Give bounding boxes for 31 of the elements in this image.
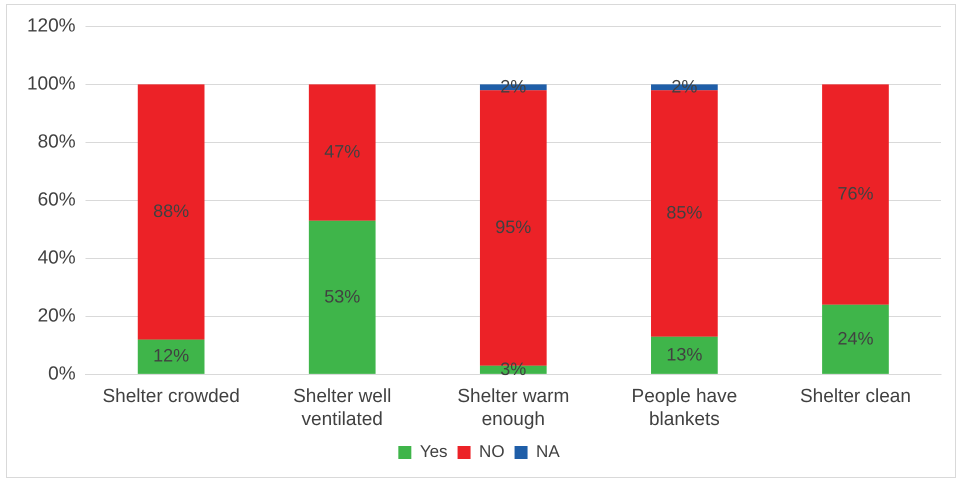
x-tick-label: People have blankets [632,386,738,430]
data-label: 88% [153,200,190,221]
y-tick-label: 20% [38,306,76,327]
y-tick-label: 60% [38,190,76,211]
x-tick-label: Shelter crowded [102,386,240,408]
x-tick-label: Shelter clean [800,386,911,408]
data-label: 13% [666,344,702,364]
bar [822,84,889,305]
data-label: 85% [666,202,702,222]
bar [138,84,204,340]
legend-label: NA [536,442,560,462]
bar [308,220,376,374]
data-label: 12% [153,346,190,366]
bar [308,84,376,221]
y-tick-label: 80% [38,132,76,153]
data-label: 95% [495,216,532,237]
x-tick-label: Shelter warm enough [457,386,570,430]
bar [822,304,889,374]
y-tick-label: 100% [26,74,76,95]
data-label: 53% [324,286,360,306]
legend-label: NO [479,442,505,462]
y-tick-label: 40% [38,248,76,269]
data-label: 24% [837,328,874,348]
bar [651,336,718,374]
legend-label: Yes [420,442,448,462]
bar [138,340,204,374]
y-tick-label: 120% [26,16,76,37]
data-label: 47% [324,142,360,162]
y-tick-label: 0% [48,364,76,385]
data-label: 76% [837,184,874,204]
x-tick-label: Shelter well ventilated [293,386,392,430]
